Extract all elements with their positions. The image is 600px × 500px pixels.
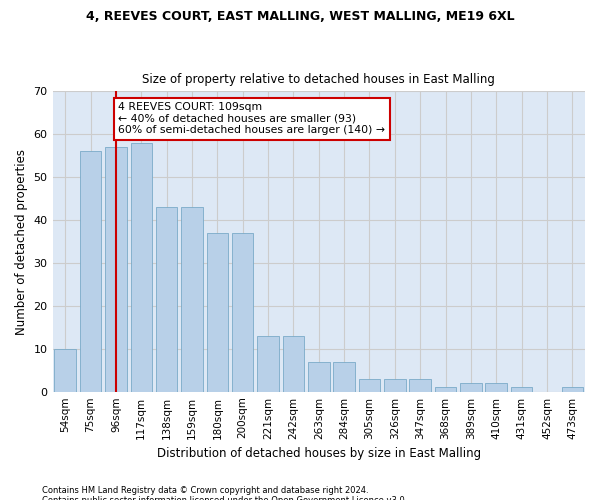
- X-axis label: Distribution of detached houses by size in East Malling: Distribution of detached houses by size …: [157, 447, 481, 460]
- Bar: [409, 379, 431, 392]
- Bar: [460, 383, 482, 392]
- Bar: [156, 207, 178, 392]
- Y-axis label: Number of detached properties: Number of detached properties: [15, 148, 28, 334]
- Bar: [485, 383, 507, 392]
- Bar: [105, 147, 127, 392]
- Bar: [283, 336, 304, 392]
- Title: Size of property relative to detached houses in East Malling: Size of property relative to detached ho…: [142, 73, 495, 86]
- Bar: [511, 388, 532, 392]
- Bar: [181, 207, 203, 392]
- Bar: [562, 388, 583, 392]
- Bar: [334, 362, 355, 392]
- Bar: [206, 233, 228, 392]
- Bar: [384, 379, 406, 392]
- Bar: [257, 336, 279, 392]
- Text: 4 REEVES COURT: 109sqm
← 40% of detached houses are smaller (93)
60% of semi-det: 4 REEVES COURT: 109sqm ← 40% of detached…: [118, 102, 385, 136]
- Bar: [232, 233, 253, 392]
- Bar: [359, 379, 380, 392]
- Text: Contains public sector information licensed under the Open Government Licence v3: Contains public sector information licen…: [42, 496, 407, 500]
- Bar: [55, 349, 76, 392]
- Bar: [131, 143, 152, 392]
- Text: Contains HM Land Registry data © Crown copyright and database right 2024.: Contains HM Land Registry data © Crown c…: [42, 486, 368, 495]
- Bar: [308, 362, 329, 392]
- Text: 4, REEVES COURT, EAST MALLING, WEST MALLING, ME19 6XL: 4, REEVES COURT, EAST MALLING, WEST MALL…: [86, 10, 514, 23]
- Bar: [435, 388, 457, 392]
- Bar: [80, 152, 101, 392]
